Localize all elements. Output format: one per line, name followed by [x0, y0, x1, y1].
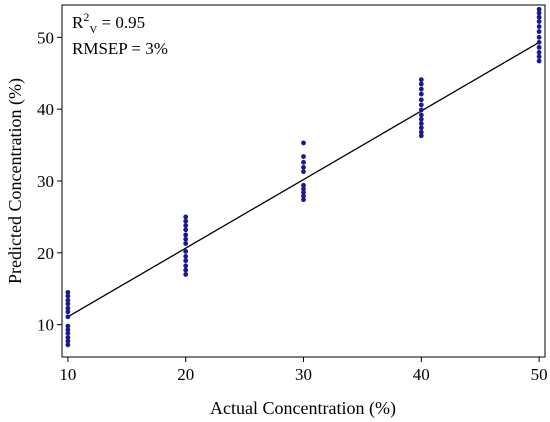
- y-tick-label: 40: [37, 100, 54, 119]
- rmsep-annotation: RMSEP = 3%: [72, 39, 168, 58]
- data-point: [65, 338, 71, 344]
- r2-base: R: [72, 13, 84, 32]
- x-tick-label: 10: [59, 365, 76, 384]
- data-point: [536, 44, 542, 50]
- data-point: [301, 182, 306, 188]
- data-point: [301, 193, 306, 199]
- data-point: [65, 297, 71, 303]
- y-tick-label: 50: [37, 28, 54, 47]
- x-tick-label: 20: [177, 365, 194, 384]
- data-point: [183, 263, 189, 269]
- data-point: [301, 169, 306, 175]
- data-point: [536, 54, 542, 60]
- data-point: [183, 258, 189, 264]
- data-point: [183, 236, 189, 242]
- y-tick-label: 30: [37, 172, 54, 191]
- data-point: [183, 223, 189, 228]
- data-point: [418, 133, 424, 139]
- data-point: [65, 309, 71, 315]
- x-tick-label: 50: [531, 365, 548, 384]
- data-point: [183, 267, 189, 273]
- data-point: [536, 34, 542, 40]
- data-point: [418, 97, 424, 103]
- data-point: [418, 125, 424, 131]
- data-point: [418, 102, 424, 108]
- data-point: [536, 14, 542, 20]
- data-point: [536, 39, 542, 45]
- data-point: [65, 301, 71, 307]
- data-point: [418, 81, 424, 87]
- data-point: [418, 116, 424, 122]
- data-point: [301, 140, 306, 146]
- r2-superscript: 2: [83, 10, 89, 24]
- y-axis-label: Predicted Concentration (%): [5, 78, 26, 284]
- x-tick-label: 40: [413, 365, 430, 384]
- data-point: [183, 254, 189, 259]
- data-point: [418, 86, 424, 92]
- data-point: [418, 77, 424, 83]
- y-tick-label: 20: [37, 244, 54, 263]
- data-point: [418, 107, 424, 113]
- data-point: [65, 314, 71, 320]
- data-point: [301, 190, 306, 195]
- data-point: [65, 342, 71, 348]
- data-point: [65, 305, 71, 311]
- data-point: [65, 289, 71, 295]
- data-point: [301, 154, 306, 159]
- data-point: [418, 91, 424, 97]
- data-point: [301, 197, 306, 203]
- data-point: [301, 159, 306, 165]
- data-point: [536, 50, 542, 55]
- fit-line: [67, 41, 540, 318]
- data-point: [536, 19, 542, 24]
- x-axis-label: Actual Concentration (%): [210, 398, 396, 419]
- data-point: [183, 232, 189, 238]
- data-point: [418, 112, 424, 118]
- data-points: [65, 6, 542, 348]
- y-tick-label: 10: [37, 316, 54, 335]
- data-point: [183, 227, 189, 233]
- data-point: [301, 186, 306, 192]
- r2-annotation: R2V = 0.95: [72, 10, 145, 36]
- data-point: [536, 58, 542, 64]
- data-point: [536, 10, 542, 16]
- data-point: [536, 24, 542, 29]
- data-point: [65, 327, 71, 333]
- data-point: [183, 218, 189, 224]
- r2-subscript: V: [89, 24, 97, 36]
- data-point: [418, 129, 424, 135]
- data-point: [536, 29, 542, 34]
- data-point: [301, 164, 306, 170]
- data-point: [183, 214, 189, 220]
- data-point: [65, 335, 71, 341]
- data-point: [418, 121, 424, 126]
- axis-ticks: 10 20 30 40 50 10 20 30 40 50: [37, 28, 548, 384]
- data-point: [65, 323, 71, 329]
- data-point: [65, 330, 71, 336]
- r2-value: = 0.95: [97, 13, 145, 32]
- data-point: [183, 249, 189, 254]
- data-point: [65, 293, 71, 299]
- x-tick-label: 30: [295, 365, 312, 384]
- data-point: [183, 271, 189, 277]
- data-point: [183, 241, 189, 246]
- data-point: [536, 6, 542, 12]
